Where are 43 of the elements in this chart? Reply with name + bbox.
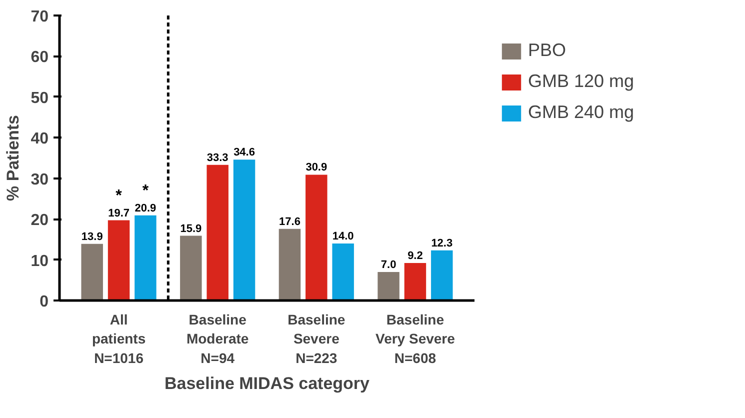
annotation: * [116,187,123,204]
y-tick-label: 60 [30,49,49,66]
y-tick-label: 20 [30,212,49,230]
text: 14.0 [332,230,354,242]
text: 33.3 [206,152,228,164]
x-axis-title: Baseline MIDAS category [164,374,370,393]
y-tick-label: 50 [30,90,49,107]
y-tick-label: 10 [30,252,49,270]
y-tick-label: 70 [30,8,49,26]
text: 9.2 [408,250,423,262]
bar [431,250,453,300]
bar [233,160,256,300]
y-tick-label: 30 [30,171,49,188]
y-tick-label: 40 [30,130,49,148]
y-tick-label: 0 [40,294,49,310]
bar [134,215,156,300]
x-tick-label: All patients N=1016 [92,312,146,366]
text: 20.9 [134,202,156,214]
bar [206,164,228,300]
text: 13.9 [81,230,103,243]
bar [278,228,301,300]
text: 17.6 [279,216,300,228]
bar [306,174,328,300]
legend-label: GMB 120 mg [528,71,634,92]
bar [378,272,400,300]
text: 30.9 [306,162,328,174]
text: 7.0 [380,259,396,271]
bar [81,244,103,300]
annotation: * [142,182,150,200]
x-tick-label: Baseline Moderate N=94 [186,312,249,366]
bar [180,236,202,300]
text: 34.6 [234,146,255,159]
y-axis-title: % Patients [4,115,23,201]
x-tick-label: Baseline Very Severe N=608 [376,312,456,366]
bar [404,263,426,300]
text: 19.7 [108,207,130,220]
x-tick-label: Baseline Severe N=223 [288,312,346,366]
legend-label: GMB 240 mg [528,102,634,123]
text: 12.3 [431,237,453,250]
bar [332,244,354,300]
bar [108,220,130,300]
text: 15.9 [180,222,202,235]
legend-label: PBO [528,40,566,61]
